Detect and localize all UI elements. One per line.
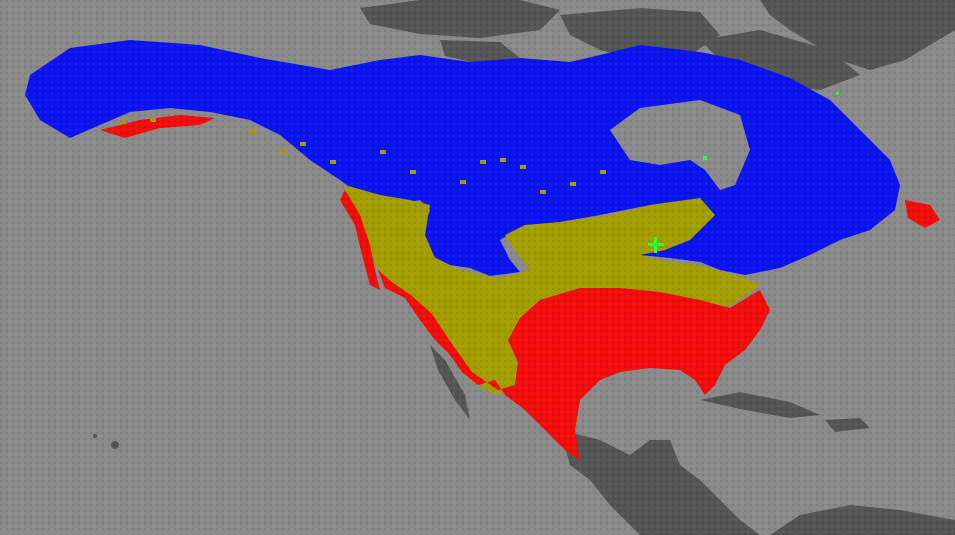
green-station-marker [648,237,664,253]
green-dot-north [703,156,707,160]
green-dot-east [836,92,839,95]
